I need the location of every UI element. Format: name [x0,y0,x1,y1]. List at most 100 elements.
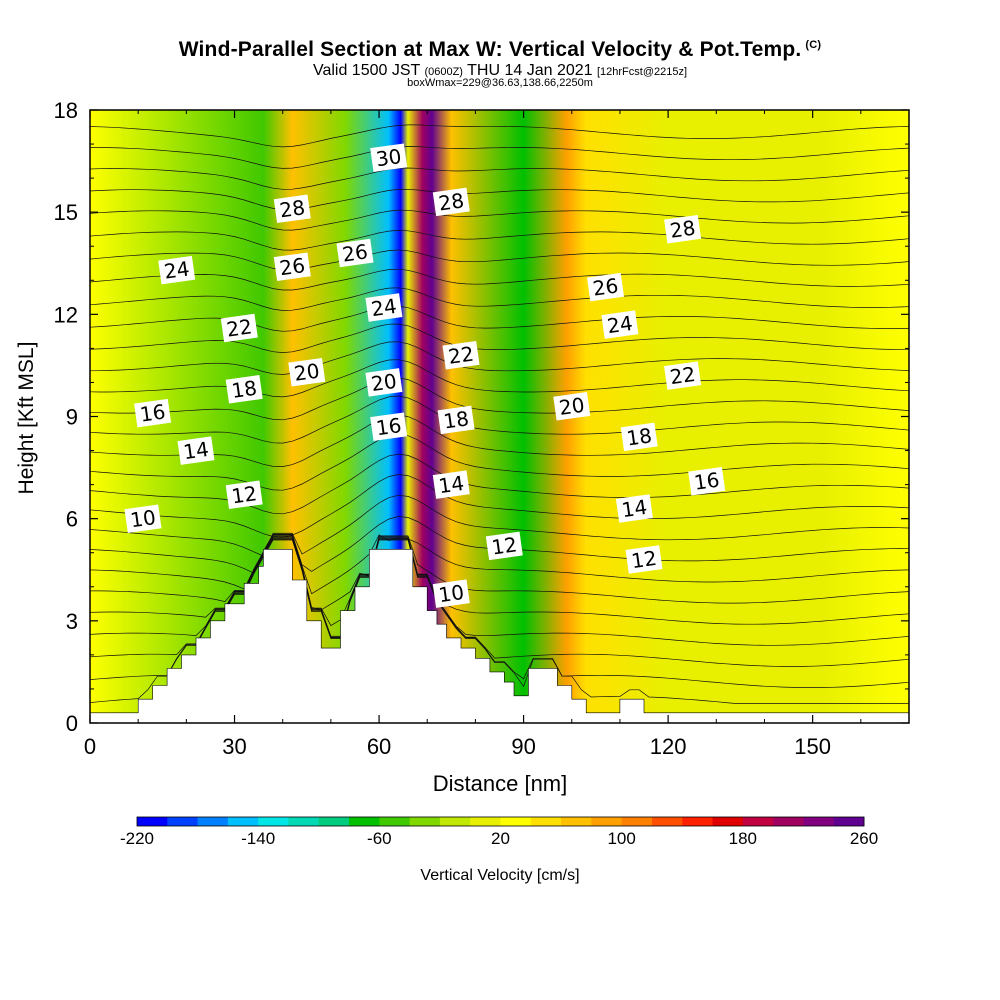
theta-contour-line [90,146,909,169]
theta-contour-line [90,209,909,231]
theta-label-bg [177,436,215,465]
theta-label-bg [370,143,408,172]
colorbar-swatch [773,817,804,826]
theta-label-bg [615,494,653,523]
colorbar-swatch [591,817,623,826]
x-tick-label: 150 [794,734,831,759]
x-tick-label: 60 [367,734,391,759]
theta-label-text: 28 [437,188,466,215]
colorbar-tick-label: 260 [850,829,878,848]
theta-contour-label: 30 [370,143,408,172]
theta-label-text: 28 [668,216,697,243]
theta-contour-label: 26 [273,252,311,281]
theta-contour-label: 12 [485,531,523,561]
theta-label-text: 24 [162,256,191,283]
theta-contour-label: 14 [432,470,470,499]
y-tick-label: 6 [66,507,78,532]
theta-label-text: 24 [370,294,399,321]
theta-label-text: 10 [129,505,158,532]
theta-label-bg [688,466,726,496]
colorbar-swatch [651,817,683,826]
colorbar-swatch [530,817,562,826]
theta-label-bg [485,531,523,561]
x-tick-label: 120 [650,734,687,759]
colorbar-tick-label: -220 [120,829,154,848]
colorbar-swatch [561,817,592,826]
theta-label-text: 12 [490,532,519,559]
colorbar: -220 -140 -60 20 100 180 260 [120,816,878,848]
colorbar-swatch [137,817,168,826]
colorbar-swatch [621,817,653,826]
theta-label-text: 20 [558,393,587,420]
theta-label-bg [432,470,470,499]
terrain [90,549,909,723]
theta-contour-label: 20 [288,357,326,387]
theta-label-bg [432,187,470,217]
theta-label-text: 30 [374,144,403,171]
theta-label-text: 14 [620,495,649,522]
theta-contour-labels: 10 10 12 12 12 14 14 14 16 16 16 18 18 18 20 20 20 22 22 22… [124,143,726,608]
colorbar-swatch [742,817,774,826]
colorbar-swatch [227,817,259,826]
theta-contour-label: 28 [432,187,470,217]
theta-label-text: 26 [341,239,370,266]
theta-label-bg [370,412,408,441]
theta-contour-label: 18 [225,375,263,404]
theta-label-text: 24 [606,311,635,338]
theta-contour-label: 16 [134,398,172,428]
theta-contour-label: 26 [586,272,625,302]
theta-label-bg [365,293,403,322]
x-axis: 0 30 60 90 120 150 [84,110,862,759]
theta-contour-line [90,474,909,538]
theta-contour-line [90,188,909,211]
theta-label-bg [620,422,658,452]
theta-contour-label: 24 [365,293,403,322]
theta-contour-line [90,341,909,375]
theta-label-bg [134,398,172,428]
theta-label-text: 12 [630,546,659,573]
colorbar-tick-label: 100 [607,829,635,848]
colorbar-swatch [167,817,199,826]
y-tick-label: 18 [54,98,78,123]
theta-label-text: 20 [370,369,399,396]
chart-title-text: Wind-Parallel Section at Max W: Vertical… [178,38,802,61]
theta-contour-label: 14 [615,494,653,523]
colorbar-tick-label: 20 [491,829,510,848]
theta-contour-label: 28 [273,194,311,224]
box-info: boxWmax=229@36.63,138.66,2250m [407,77,593,89]
theta-contour-line [90,377,909,421]
theta-contour-label: 24 [158,255,196,285]
theta-label-text: 20 [293,359,322,386]
theta-label-bg [365,368,403,397]
theta-contour-label: 22 [442,340,480,370]
y-axis: 0 3 6 9 12 15 18 [54,98,909,736]
theta-contour-line [90,535,909,611]
theta-contour-line [90,167,909,190]
theta-label-bg [664,214,702,244]
theta-label-text: 18 [625,423,654,450]
chart-title: Wind-Parallel Section at Max W: Vertical… [0,38,1000,62]
theta-label-bg [586,272,625,302]
y-tick-label: 3 [66,609,78,634]
colorbar-swatch [409,817,441,826]
colorbar-frame [136,816,865,827]
theta-label-bg [273,252,311,281]
y-axis-label: Height [Kft MSL] [15,342,38,495]
colorbar-label: Vertical Velocity [cm/s] [420,867,579,884]
valid-time: Valid 1500 JST [312,62,420,79]
colorbar-swatch [379,817,411,826]
theta-contour-line [90,287,909,311]
valid-date: THU 14 Jan 2021 [467,62,593,79]
theta-label-text: 18 [442,406,471,433]
theta-label-bg [158,255,196,285]
valid-utc: (0600Z) [424,66,463,78]
colorbar-swatch [712,817,744,826]
colorbar-swatch [833,817,865,826]
theta-label-text: 16 [374,413,403,440]
y-tick-label: 9 [66,405,78,430]
copyright-mark: (C) [805,39,822,51]
theta-contour-label: 22 [220,313,258,343]
theta-label-bg [432,579,470,608]
theta-contour-label: 12 [625,545,663,574]
theta-contour-line [90,230,909,251]
